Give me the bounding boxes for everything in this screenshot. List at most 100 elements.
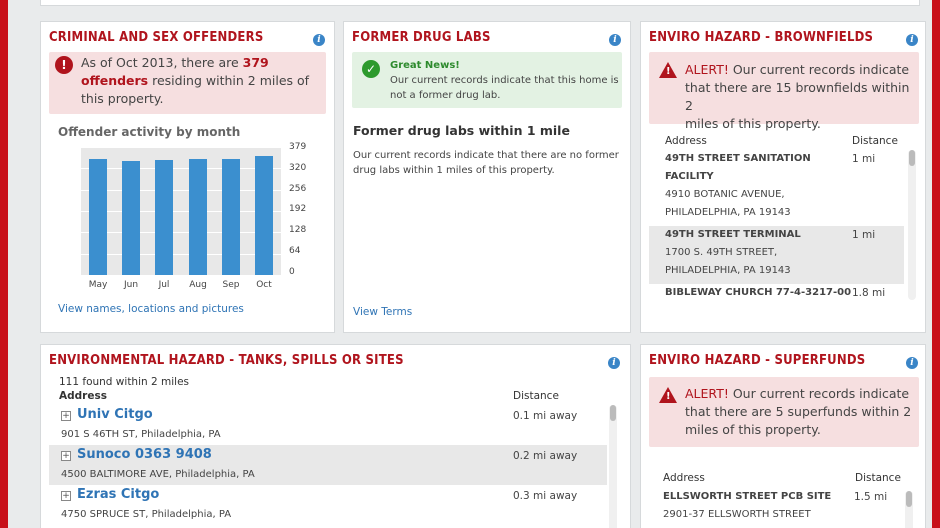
- brownfields-title: ENVIRO HAZARD - BROWNFIELDS: [649, 30, 874, 45]
- table-row[interactable]: + Ezras Citgo 4750 SPRUCE ST, Philadelph…: [49, 485, 607, 525]
- chart-bar-sep[interactable]: [222, 159, 240, 275]
- list-item[interactable]: 49TH STREET SANITATION FACILITY 4910 BOT…: [649, 150, 904, 226]
- warning-icon: !: [659, 62, 677, 78]
- info-icon[interactable]: i: [608, 357, 620, 369]
- tanks-found: 111 found within 2 miles: [59, 376, 190, 388]
- superfunds-panel: ENVIRO HAZARD - SUPERFUNDS i ! ALERT! Ou…: [640, 344, 926, 528]
- alert-line3: miles of this property.: [685, 116, 821, 131]
- view-terms-link[interactable]: View Terms: [353, 306, 413, 318]
- prev-panel-left: [40, 0, 920, 6]
- chart-heading: Offender activity by month: [58, 125, 241, 139]
- info-icon[interactable]: i: [313, 34, 325, 46]
- chart-bar-oct[interactable]: [255, 156, 273, 275]
- table-row[interactable]: + Sunoco 0363 9408 4500 BALTIMORE AVE, P…: [49, 445, 607, 485]
- list-item[interactable]: 49TH STREET TERMINAL 1700 S. 49TH STREET…: [649, 226, 904, 284]
- list-item[interactable]: BIBLEWAY CHURCH 77-4-3217-00 1.8 mi: [649, 284, 904, 300]
- druglabs-news: ✓ Great News! Our current records indica…: [352, 52, 622, 108]
- offender-unit: offenders: [81, 73, 149, 88]
- expand-icon[interactable]: +: [61, 451, 71, 461]
- x-tick-label: Sep: [222, 280, 240, 290]
- view-offenders-link[interactable]: View names, locations and pictures: [58, 303, 244, 315]
- chart-bar-may[interactable]: [89, 159, 107, 275]
- site-street: 2901-37 ELLSWORTH STREET: [663, 509, 811, 520]
- y-tick-label: 64: [289, 246, 301, 256]
- y-tick-label: 320: [289, 163, 307, 173]
- warning-icon: !: [659, 387, 677, 403]
- alert-line2: that there are 5 superfunds within 2: [685, 404, 912, 419]
- scroll-thumb[interactable]: [610, 405, 616, 421]
- col-address: Address: [665, 135, 707, 147]
- news-line1: Our current records indicate that this h…: [390, 75, 619, 86]
- news-title: Great News!: [390, 60, 460, 71]
- expand-icon[interactable]: +: [61, 411, 71, 421]
- alert-prefix: As of Oct 2013, there are: [81, 55, 239, 70]
- grid-line: [81, 168, 281, 169]
- grid-line: [81, 147, 281, 148]
- col-address: Address: [59, 390, 107, 402]
- info-icon[interactable]: i: [906, 357, 918, 369]
- alert-line1: Our current records indicate: [732, 62, 910, 77]
- alert-line2: that there are 15 brownfields within 2: [685, 80, 910, 113]
- offenders-panel: CRIMINAL AND SEX OFFENDERS i ! As of Oct…: [40, 21, 335, 333]
- alert-line1: Our current records indicate: [732, 386, 910, 401]
- tanks-list: + Univ Citgo 901 S 46TH ST, Philadelphia…: [49, 405, 619, 528]
- site-city: PHILADELPHIA, PA 19143: [665, 207, 791, 218]
- site-name: 49TH STREET SANITATION: [665, 153, 811, 164]
- alert-line3: miles of this property.: [685, 422, 821, 437]
- chart-bar-aug[interactable]: [189, 159, 207, 275]
- chart-bar-jul[interactable]: [155, 160, 173, 275]
- tanks-panel: ENVIRONMENTAL HAZARD - TANKS, SPILLS OR …: [40, 344, 631, 528]
- superfunds-title: ENVIRO HAZARD - SUPERFUNDS: [649, 353, 866, 368]
- site-name: BIBLEWAY CHURCH 77-4-3217-00: [665, 287, 852, 298]
- y-tick-label: 0: [289, 267, 295, 277]
- x-tick-label: Oct: [256, 280, 272, 290]
- site-street: 1700 S. 49TH STREET,: [665, 247, 778, 258]
- offender-count: 379: [242, 55, 269, 70]
- offenders-alert-text: As of Oct 2013, there are 379 offenders …: [81, 54, 321, 108]
- alert-suffix2: this property.: [81, 91, 164, 106]
- site-name-cont: FACILITY: [665, 171, 714, 182]
- site-address: 4750 SPRUCE ST, Philadelphia, PA: [61, 509, 232, 520]
- y-tick-label: 256: [289, 184, 307, 194]
- site-distance: 0.3 mi away: [513, 490, 578, 502]
- brownfields-alert-text: ALERT! Our current records indicate that…: [685, 61, 917, 133]
- stop-icon: !: [55, 56, 73, 74]
- brownfields-alert: ! ALERT! Our current records indicate th…: [649, 52, 919, 131]
- chart-plot: [81, 147, 281, 275]
- site-distance: 0.1 mi away: [513, 410, 578, 422]
- y-tick-label: 192: [289, 204, 307, 214]
- site-address: ELLSWORTH STREET PCB SITE 2901-37 ELLSWO…: [663, 488, 831, 524]
- table-row[interactable]: + Univ Citgo 901 S 46TH ST, Philadelphia…: [49, 405, 607, 445]
- site-address: BIBLEWAY CHURCH 77-4-3217-00: [665, 284, 851, 300]
- scroll-thumb[interactable]: [909, 150, 915, 166]
- list-item[interactable]: ELLSWORTH STREET PCB SITE 2901-37 ELLSWO…: [649, 487, 904, 528]
- list-scrollbar[interactable]: [908, 150, 916, 300]
- info-icon[interactable]: i: [906, 34, 918, 46]
- site-distance: 1.8 mi: [852, 287, 886, 299]
- list-scrollbar[interactable]: [905, 491, 913, 528]
- page-frame: CRIMINAL AND SEX OFFENDERS i ! As of Oct…: [8, 0, 932, 528]
- scroll-thumb[interactable]: [906, 491, 912, 507]
- list-scrollbar[interactable]: [609, 405, 617, 528]
- site-name: 49TH STREET TERMINAL: [665, 229, 801, 240]
- x-tick-label: Jul: [158, 280, 170, 290]
- site-address: 49TH STREET SANITATION FACILITY 4910 BOT…: [665, 150, 811, 222]
- grid-line: [81, 211, 281, 212]
- site-link[interactable]: Ezras Citgo: [77, 487, 160, 502]
- site-distance: 1.5 mi: [854, 491, 888, 503]
- y-tick-label: 379: [289, 142, 307, 152]
- superfunds-list: ELLSWORTH STREET PCB SITE 2901-37 ELLSWO…: [649, 487, 919, 528]
- chart-xlabels: May Jun Jul Aug Sep Oct: [81, 280, 281, 292]
- offenders-title: CRIMINAL AND SEX OFFENDERS: [49, 30, 264, 45]
- tanks-title: ENVIRONMENTAL HAZARD - TANKS, SPILLS OR …: [49, 353, 404, 368]
- site-street: 4910 BOTANIC AVENUE,: [665, 189, 785, 200]
- site-link[interactable]: Sunoco 0363 9408: [77, 447, 212, 462]
- chart-bar-jun[interactable]: [122, 161, 140, 275]
- info-icon[interactable]: i: [609, 34, 621, 46]
- news-line2: not a former drug lab.: [390, 90, 501, 101]
- site-distance: 0.2 mi away: [513, 450, 578, 462]
- expand-icon[interactable]: +: [61, 491, 71, 501]
- col-distance: Distance: [855, 472, 901, 484]
- site-link[interactable]: Univ Citgo: [77, 407, 153, 422]
- x-tick-label: May: [88, 280, 108, 290]
